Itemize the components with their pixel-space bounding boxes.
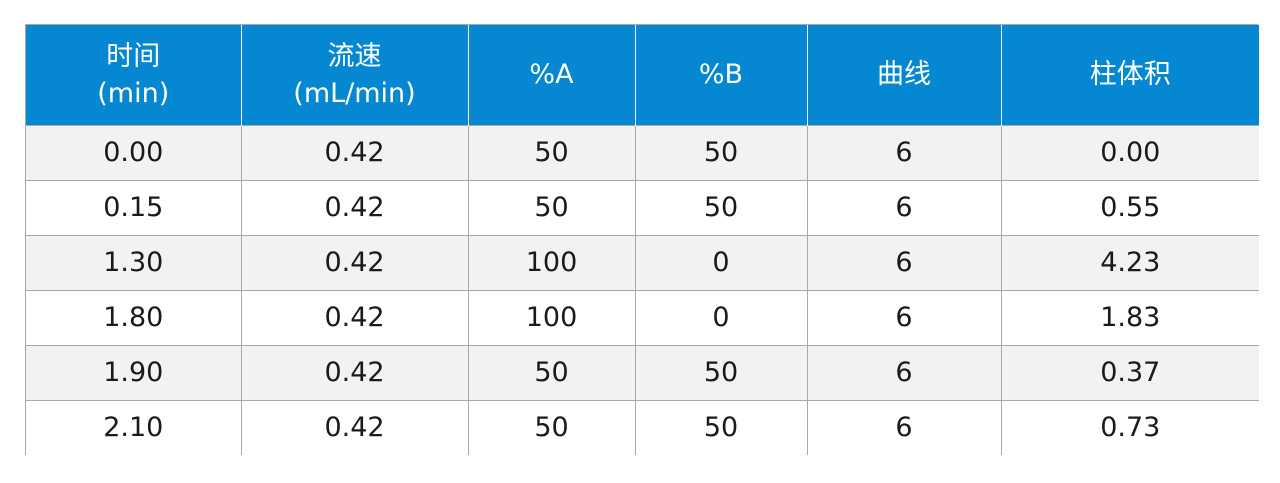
table-cell: 6 [807, 179, 1002, 235]
table-row: 0.00 0.42 50 50 6 0.00 [26, 124, 1259, 180]
table-cell: 100 [468, 289, 636, 345]
gradient-table: 时间 (min) 流速 (mL/min) %A %B 曲线 柱体积 [26, 25, 1259, 455]
table-cell: 6 [807, 289, 1002, 345]
table-cell: 2.10 [26, 399, 242, 455]
table-cell: 0.42 [241, 124, 469, 180]
table-cell: 1.30 [26, 234, 242, 290]
table-cell: 0.00 [1001, 124, 1259, 180]
header-unit: (min) [97, 77, 170, 109]
table-row: 1.80 0.42 100 0 6 1.83 [26, 289, 1259, 345]
table-cell: 0.73 [1001, 399, 1259, 455]
table-cell: 50 [635, 344, 808, 400]
table-row: 0.15 0.42 50 50 6 0.55 [26, 179, 1259, 235]
column-header-percent-a: %A [468, 25, 636, 125]
header-label: 柱体积 [1089, 59, 1171, 91]
header-label: 时间 [106, 40, 161, 72]
table-cell: 0 [635, 289, 808, 345]
header-label: 流速 [327, 40, 382, 72]
table-cell: 6 [807, 234, 1002, 290]
column-header-column-volume: 柱体积 [1001, 25, 1259, 125]
header-row: 时间 (min) 流速 (mL/min) %A %B 曲线 柱体积 [26, 25, 1259, 125]
table-row: 1.30 0.42 100 0 6 4.23 [26, 234, 1259, 290]
table-cell: 0.37 [1001, 344, 1259, 400]
table-cell: 6 [807, 399, 1002, 455]
column-header-percent-b: %B [635, 25, 808, 125]
table-cell: 6 [807, 124, 1002, 180]
table-cell: 0.42 [241, 399, 469, 455]
table-cell: 0.42 [241, 234, 469, 290]
table-cell: 0.55 [1001, 179, 1259, 235]
column-header-time: 时间 (min) [26, 25, 242, 125]
table-cell: 100 [468, 234, 636, 290]
table-cell: 0.00 [26, 124, 242, 180]
table-cell: 50 [635, 399, 808, 455]
table-cell: 1.90 [26, 344, 242, 400]
table-cell: 50 [468, 344, 636, 400]
table-cell: 50 [468, 399, 636, 455]
header-label: %A [529, 59, 574, 91]
header-unit: (mL/min) [293, 77, 416, 109]
header-label: %B [698, 59, 744, 91]
table-cell: 1.80 [26, 289, 242, 345]
table-cell: 1.83 [1001, 289, 1259, 345]
table-cell: 50 [468, 124, 636, 180]
table-row: 2.10 0.42 50 50 6 0.73 [26, 399, 1259, 455]
table-cell: 50 [635, 124, 808, 180]
table-cell: 0.42 [241, 289, 469, 345]
table-cell: 0 [635, 234, 808, 290]
table-cell: 50 [635, 179, 808, 235]
column-header-flow-rate: 流速 (mL/min) [241, 25, 469, 125]
table-cell: 0.42 [241, 179, 469, 235]
table-cell: 0.42 [241, 344, 469, 400]
table-cell: 6 [807, 344, 1002, 400]
header-label: 曲线 [877, 59, 931, 91]
column-header-curve: 曲线 [807, 25, 1002, 125]
table-row: 1.90 0.42 50 50 6 0.37 [26, 344, 1259, 400]
table-cell: 0.15 [26, 179, 242, 235]
gradient-table-container: 时间 (min) 流速 (mL/min) %A %B 曲线 柱体积 [25, 24, 1259, 455]
table-cell: 4.23 [1001, 234, 1259, 290]
table-cell: 50 [468, 179, 636, 235]
